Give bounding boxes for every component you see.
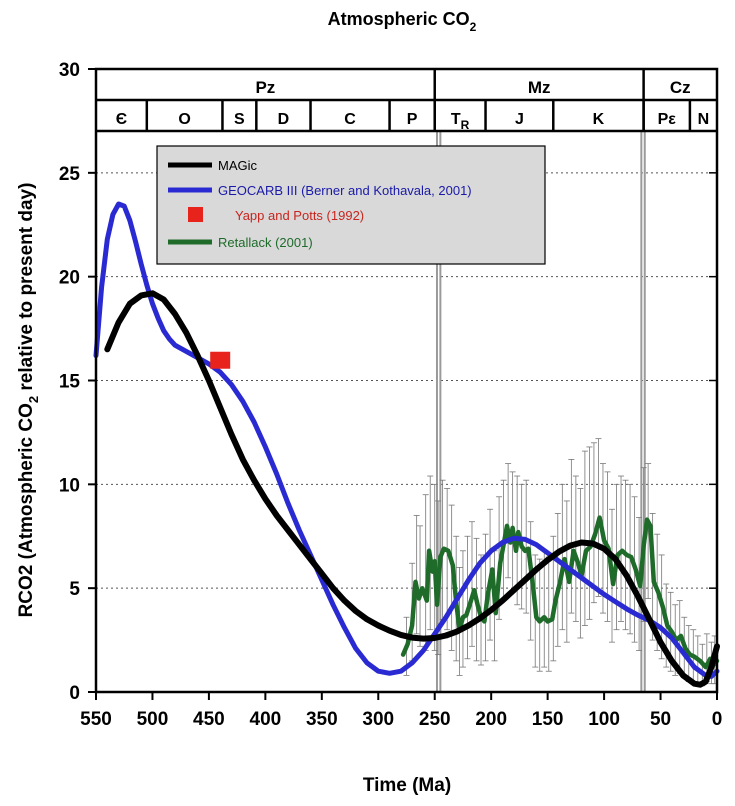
legend: MAGic GEOCARB III (Berner and Kothavala,…	[156, 145, 546, 265]
legend-box	[156, 145, 546, 265]
x-tick-labels: 550 500 450 400 350 300 250 200 150 100 50 0	[80, 709, 722, 730]
chart-title: Atmospheric CO2	[328, 9, 477, 34]
y-tick-label: 5	[69, 579, 80, 600]
x-tick-label: 300	[362, 709, 394, 730]
y-tick-label: 30	[59, 60, 80, 81]
era-label: Mz	[528, 78, 551, 97]
period-label: Pε	[658, 111, 677, 128]
x-axis-label: Time (Ma)	[363, 775, 451, 796]
y-tick-label: 25	[59, 164, 81, 185]
legend-label-yapp: Yapp and Potts (1992)	[235, 208, 364, 223]
x-tick-label: 0	[712, 709, 723, 730]
era-label: Pz	[255, 78, 275, 97]
y-tick-labels: 0 5 10 15 20 25 30	[59, 60, 81, 704]
legend-label-retallack: Retallack (2001)	[218, 235, 313, 250]
x-tick-label: 350	[306, 709, 338, 730]
period-label: D	[278, 111, 290, 128]
legend-swatch-yapp	[188, 207, 203, 222]
y-tick-label: 15	[59, 372, 81, 393]
geologic-timescale: Pz Mz CzЄ O S D C P TR J K Pε N	[96, 69, 717, 133]
x-tick-label: 100	[588, 709, 620, 730]
period-label: K	[593, 111, 605, 128]
y-tick-label: 0	[69, 683, 80, 704]
magic-line	[104, 290, 720, 688]
era-label: Cz	[670, 78, 691, 97]
period-label: C	[344, 111, 356, 128]
legend-label-geocarb: GEOCARB III (Berner and Kothavala, 2001)	[218, 183, 472, 198]
retallack-line	[400, 515, 720, 670]
x-tick-label: 450	[193, 709, 225, 730]
x-tick-label: 400	[250, 709, 282, 730]
period-label: S	[234, 111, 245, 128]
x-tick-label: 200	[475, 709, 507, 730]
period-label: O	[178, 111, 190, 128]
y-axis-label: RCO2 (Atmospheric CO2 relative to presen…	[16, 183, 41, 618]
period-label: J	[515, 111, 524, 128]
period-label: P	[407, 111, 418, 128]
period-label: N	[698, 111, 710, 128]
yapp-potts-marker	[210, 351, 231, 369]
period-label: Є	[116, 111, 127, 128]
axes	[88, 67, 719, 700]
x-tick-label: 150	[532, 709, 564, 730]
x-tick-label: 550	[80, 709, 112, 730]
y-tick-label: 20	[59, 268, 80, 289]
series-lines	[93, 201, 720, 688]
geocarb-line	[93, 201, 720, 679]
x-tick-label: 50	[650, 709, 671, 730]
series-markers	[210, 351, 231, 369]
x-tick-label: 500	[137, 709, 169, 730]
legend-label-magic: MAGic	[218, 158, 258, 173]
x-tick-label: 250	[419, 709, 451, 730]
y-tick-label: 10	[59, 475, 80, 496]
